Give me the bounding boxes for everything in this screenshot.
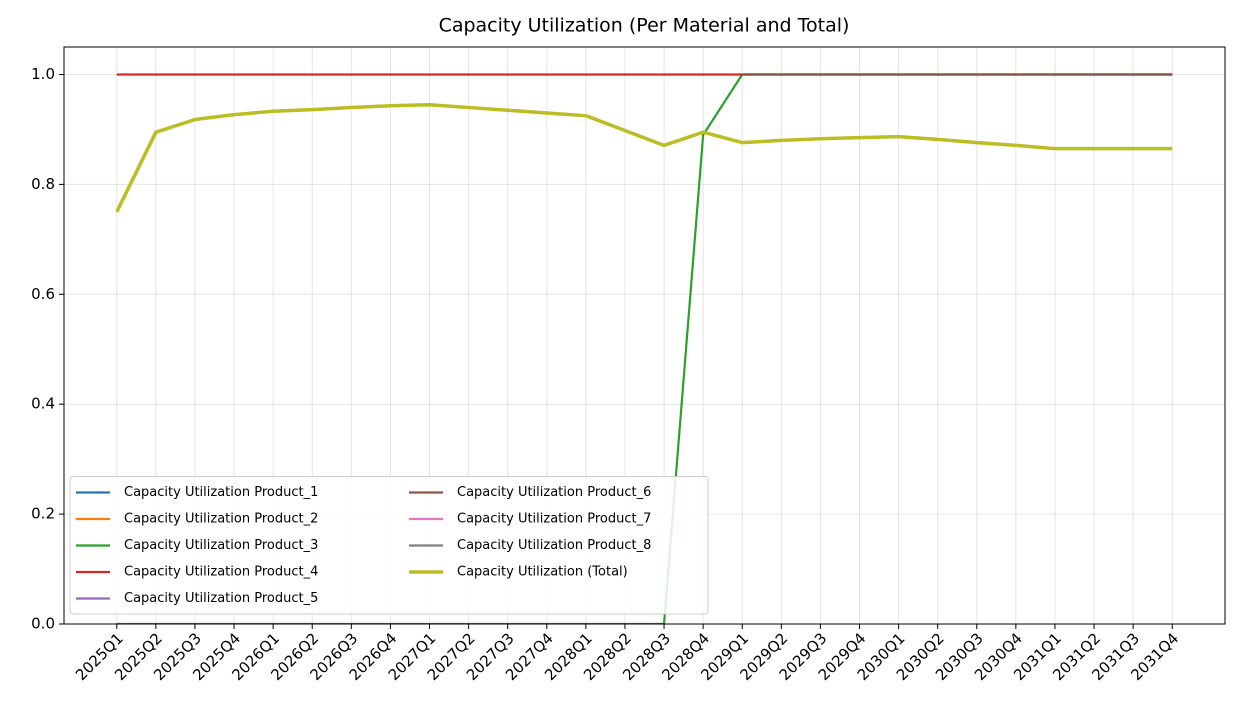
y-tick-label: 0.2 [31,505,55,523]
series-line [115,102,1173,213]
legend-box [69,476,709,615]
legend-label: Capacity Utilization Product_4 [124,565,318,580]
legend-label: Capacity Utilization Product_5 [124,591,318,606]
legend-label: Capacity Utilization Product_6 [457,485,651,500]
legend-label: Capacity Utilization Product_8 [457,538,651,553]
y-tick-label: 0.8 [31,175,55,193]
y-tick-label: 0.4 [31,395,55,413]
y-tick-label: 0.0 [31,615,55,633]
legend-label: Capacity Utilization Product_1 [124,485,318,500]
y-tick-label: 1.0 [31,65,55,83]
y-tick-label: 0.6 [31,285,55,303]
legend-label: Capacity Utilization Product_7 [457,512,651,527]
legend-label: Capacity Utilization Product_3 [124,538,318,553]
legend-label: Capacity Utilization Product_2 [124,512,318,527]
plot-frame [63,46,1226,625]
chart-title: Capacity Utilization (Per Material and T… [439,15,850,37]
legend-label: Capacity Utilization (Total) [457,565,628,580]
